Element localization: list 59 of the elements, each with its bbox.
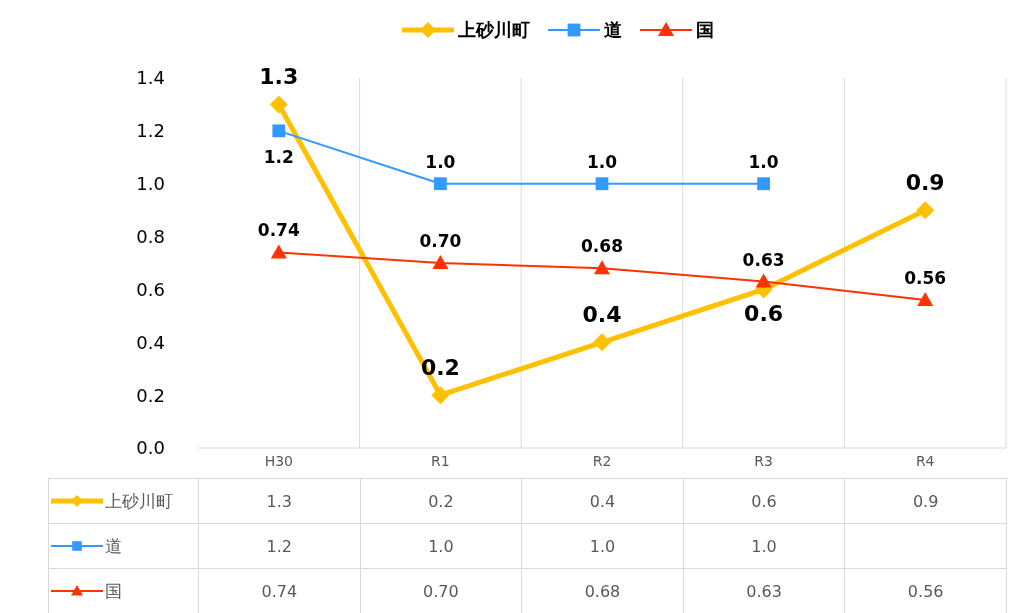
data-label: 0.63: [683, 569, 846, 613]
point: [916, 201, 935, 220]
point: [270, 244, 287, 259]
text: 上砂川町: [105, 490, 173, 511]
legend-label: 道: [604, 18, 622, 42]
point: [755, 273, 772, 288]
text: 国: [105, 580, 122, 601]
data-label: 0.56: [845, 569, 1007, 613]
data-label: 0.9: [845, 479, 1007, 523]
y-tick-label: 0.2: [136, 384, 165, 406]
data-label: 0.2: [360, 479, 523, 523]
y-tick-label: 0.8: [136, 225, 165, 247]
legend-label: 国: [696, 18, 714, 42]
text: 1.0: [586, 151, 618, 172]
point: [917, 292, 934, 306]
point: [269, 95, 288, 114]
point: [431, 386, 450, 405]
x-tick-label: H30: [264, 452, 293, 469]
text: 1.0: [748, 151, 779, 172]
point: [757, 177, 770, 191]
y-tick-label: 1.0: [136, 173, 165, 195]
y-tick-label: 1.2: [136, 120, 165, 142]
text: 0.4: [582, 302, 622, 328]
x-tick-label: R3: [754, 452, 773, 469]
data-label: 0.70: [360, 569, 523, 613]
text: 0.74: [257, 220, 300, 241]
data-label: 0.6: [683, 479, 846, 523]
y-tick-label: 0.6: [136, 278, 165, 300]
y-tick-label: 0.4: [136, 331, 165, 353]
text: 0.63: [742, 249, 785, 270]
y-tick-label: 0.0: [136, 437, 165, 459]
point: [272, 124, 286, 138]
data-label: 1.0: [683, 524, 846, 568]
point: [594, 260, 610, 275]
text: 0.9: [905, 170, 945, 196]
data-label: 0.68: [522, 569, 684, 613]
legend-label: 上砂川町: [458, 18, 530, 42]
text: 0.70: [419, 231, 462, 251]
x-tick-label: R2: [592, 452, 612, 469]
text: 0.6: [744, 301, 784, 327]
data-label: 1.3: [199, 479, 361, 523]
point: [593, 333, 611, 352]
text: 0.68: [581, 236, 623, 257]
text: 0.56: [904, 268, 947, 288]
y-tick-label: 1.4: [136, 67, 165, 89]
point: [432, 255, 449, 269]
text: 道: [105, 535, 122, 556]
text: 1.0: [425, 151, 456, 172]
x-tick-label: R4: [915, 452, 935, 469]
data-label: 0.74: [199, 569, 361, 613]
point: [434, 177, 447, 191]
text: 1.3: [259, 64, 299, 90]
data-label: 1.2: [199, 524, 361, 568]
data-label: 1.0: [522, 524, 684, 568]
data-label: 0.4: [522, 479, 684, 523]
point: [595, 177, 609, 191]
text: 1.2: [263, 146, 294, 167]
data-label: 1.0: [360, 524, 523, 568]
x-tick-label: R1: [431, 452, 450, 469]
